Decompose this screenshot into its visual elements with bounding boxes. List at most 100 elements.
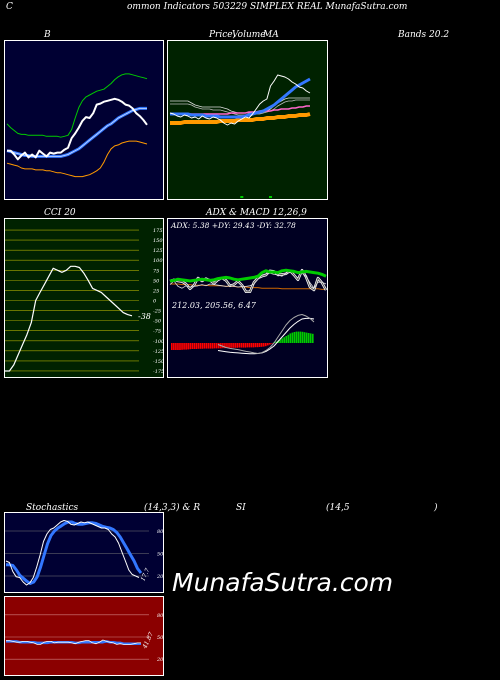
- macd-histogram-bar: [271, 343, 273, 344]
- macd-histogram-bar: [185, 343, 187, 350]
- macd-histogram-bar: [201, 343, 204, 349]
- stoch-level-label: 50: [157, 552, 164, 558]
- label-volume: Volume: [232, 30, 266, 40]
- bollinger-chart: [4, 40, 164, 200]
- cci-level-label: -100: [153, 339, 164, 345]
- macd-histogram-bar: [209, 343, 212, 349]
- macd-histogram-bar: [226, 343, 228, 348]
- macd-histogram-bar: [234, 343, 236, 348]
- macd-histogram-bar: [187, 343, 189, 350]
- watermark: MunafaSutra.com: [172, 568, 394, 597]
- macd-histogram-bar: [236, 343, 239, 348]
- macd-histogram-bar: [173, 343, 175, 350]
- macd-histogram-bar: [307, 333, 310, 343]
- label-stoch-c: SI: [236, 503, 246, 513]
- macd-histogram-bar: [260, 343, 263, 347]
- macd-values-text: 212.03, 205.56, 6.47: [171, 301, 257, 310]
- macd-line: [217, 314, 315, 354]
- stochastics-chart: 80 50 20 17.7: [4, 512, 164, 593]
- macd-histogram-bar: [205, 343, 208, 349]
- cci-level-label: -25: [153, 309, 161, 315]
- macd-histogram-bar: [283, 337, 285, 343]
- macd-histogram-bar: [275, 341, 277, 343]
- cci-level-label: 100: [153, 258, 163, 264]
- label-stoch-b: (14,3,3) & R: [144, 503, 201, 513]
- macd-histogram-bar: [279, 339, 281, 343]
- macd-histogram-bar: [224, 343, 226, 349]
- macd-histogram-bar: [305, 332, 308, 343]
- cci-current-value: -38: [138, 312, 151, 321]
- macd-histogram-bar: [215, 343, 218, 349]
- macd-histogram-bar: [301, 331, 304, 343]
- macd-histogram-bar: [258, 343, 261, 347]
- label-stoch-a: Stochastics: [26, 503, 79, 513]
- macd-histogram-bar: [267, 343, 269, 346]
- cci-level-label: -50: [153, 319, 162, 325]
- cci-level-label: 75: [153, 268, 159, 274]
- macd-histogram-bar: [195, 343, 198, 349]
- adx-macd-chart: ADX: 5.38 +DY: 29.43 -DY: 32.78 212.03, 2…: [167, 218, 328, 378]
- macd-histogram-bar: [299, 331, 302, 343]
- macd-histogram-bar: [207, 343, 210, 349]
- macd-histogram-bar: [252, 343, 255, 348]
- volume-bar: [269, 196, 273, 198]
- macd-histogram-bar: [177, 343, 179, 350]
- price-line: [169, 74, 311, 126]
- lower-band-line: [6, 140, 148, 178]
- cci-level-label: -125: [153, 349, 164, 355]
- label-stoch-e: ): [434, 503, 438, 513]
- macd-histogram-bar: [203, 343, 206, 349]
- macd-histogram-bar: [199, 343, 202, 349]
- stoch-d-line: [6, 520, 143, 585]
- price-volume-ma-chart: [167, 40, 328, 200]
- macd-histogram-bar: [238, 343, 241, 348]
- label-adx-macd: ADX & MACD 12,26,9: [206, 208, 307, 218]
- upper-band-line: [6, 73, 148, 138]
- macd-histogram-bar: [230, 343, 232, 348]
- macd-histogram-bar: [250, 343, 253, 348]
- cci-level-label: -175: [153, 369, 164, 375]
- macd-histogram-bar: [285, 336, 288, 343]
- rsi-level-label: 50: [157, 635, 164, 641]
- macd-histogram-bar: [311, 333, 314, 343]
- ma-mid-line: [170, 105, 310, 115]
- macd-histogram-bar: [269, 343, 271, 345]
- label-bands: Bands 20.2: [398, 30, 450, 40]
- macd-histogram-bar: [222, 343, 224, 349]
- macd-histogram-bar: [244, 343, 247, 348]
- stoch-k-line: [5, 520, 140, 586]
- macd-histogram-bar: [293, 332, 296, 343]
- macd-histogram-bar: [303, 332, 306, 343]
- macd-histogram-bar: [213, 343, 216, 349]
- label-ma: MA: [263, 30, 279, 40]
- stoch-level-label: 20: [156, 574, 164, 580]
- macd-histogram-bar: [183, 343, 185, 350]
- adx-values-text: ADX: 5.38 +DY: 29.43 -DY: 32.78: [170, 221, 296, 230]
- macd-histogram-bar: [189, 343, 192, 350]
- macd-histogram-bar: [193, 343, 196, 349]
- cci-level-label: -150: [153, 359, 164, 365]
- macd-histogram-bar: [181, 343, 183, 350]
- cci-chart: 175 150 125 100 75 50 25 0 -25 -50 -75 -100 -125 -150…: [4, 218, 164, 378]
- ma-line-a: [170, 97, 310, 114]
- cci-line: [5, 265, 133, 372]
- cci-level-label: 0: [153, 299, 157, 305]
- label-price: Price,: [209, 30, 236, 40]
- cci-level-label: 50: [153, 278, 160, 284]
- adx-line: [169, 268, 327, 283]
- macd-histogram-bar: [264, 343, 267, 347]
- ma-line-b: [170, 99, 310, 116]
- cci-level-label: 25: [152, 288, 159, 294]
- macd-histogram-bar: [256, 343, 259, 348]
- macd-histogram-bar: [242, 343, 245, 348]
- label-b: B: [44, 30, 51, 40]
- cci-level-label: 150: [153, 238, 163, 244]
- macd-histogram-bar: [295, 331, 298, 343]
- stoch-current-value: 17.7: [139, 567, 151, 582]
- macd-histogram-bar: [248, 343, 251, 348]
- macd-histogram-bar: [228, 343, 230, 348]
- macd-histogram-bar: [297, 331, 300, 343]
- macd-signal-line: [217, 317, 315, 355]
- macd-histogram-bar: [175, 343, 177, 350]
